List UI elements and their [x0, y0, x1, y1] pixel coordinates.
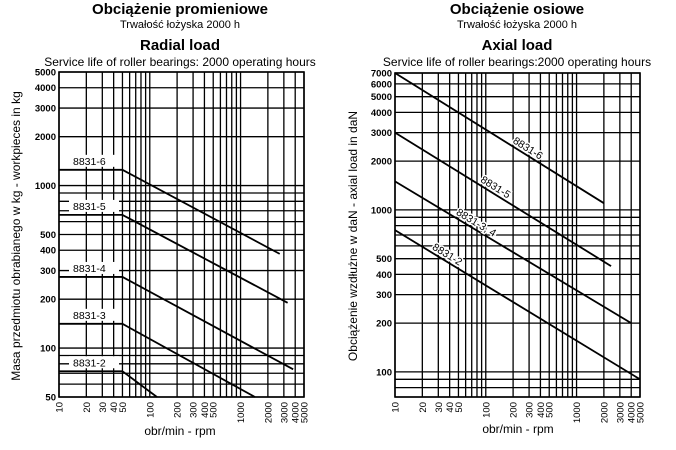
- label-background: [69, 308, 119, 321]
- x-tick-label: 200: [173, 402, 184, 418]
- x-tick-label: 3000: [615, 402, 626, 423]
- x-tick-label: 100: [481, 402, 492, 418]
- y-tick-label: 4000: [35, 83, 56, 94]
- series-line: [394, 131, 612, 267]
- x-tick-label: 5000: [300, 402, 311, 423]
- y-tick-label: 3000: [35, 104, 56, 115]
- x-tick-label: 40: [445, 402, 456, 413]
- series-label: 8831-2: [73, 357, 106, 369]
- y-tick-label: 1000: [35, 181, 56, 192]
- series-line: [59, 322, 256, 398]
- series-line: [59, 214, 289, 304]
- radial-load-chart-header: Obciążenie promieniowe Trwałość łożyska …: [9, 1, 316, 438]
- label-background: [69, 199, 119, 212]
- x-tick-label: 1000: [236, 402, 247, 423]
- series-label: 8831-5: [73, 201, 106, 213]
- y-tick-label: 7000: [371, 69, 392, 80]
- chart-title: Radial load: [140, 37, 220, 54]
- y-tick-label: 2000: [35, 132, 56, 143]
- y-tick-label: 4000: [371, 108, 392, 119]
- y-tick-label: 200: [40, 295, 56, 306]
- series-line: [394, 229, 641, 381]
- chart-title-pl: Obciążenie osiowe: [450, 1, 584, 18]
- grid: [58, 71, 305, 398]
- y-tick-label: 500: [40, 230, 56, 241]
- x-tick-label: 4000: [627, 402, 638, 423]
- x-tick-label: 400: [200, 402, 211, 418]
- y-tick-label: 5000: [371, 92, 392, 103]
- chart-subtitle: Service life of roller bearings:2000 ope…: [383, 55, 651, 69]
- y-tick-label: 3000: [371, 128, 392, 139]
- series-line: [59, 276, 294, 371]
- y-tick-label: 500: [376, 254, 392, 265]
- x-tick-label: 5000: [636, 402, 647, 423]
- series-8831-3: 8831-3: [59, 308, 256, 398]
- y-tick-label: 1000: [371, 205, 392, 216]
- x-tick-label: 400: [536, 402, 547, 418]
- x-tick-label: 50: [118, 402, 129, 413]
- label-background: [69, 154, 119, 167]
- x-tick-label: 3000: [279, 402, 290, 423]
- axial-load-plot: 1002003004005001000200030004000500060007…: [371, 69, 647, 424]
- x-axis-label: obr/min - rpm: [144, 424, 215, 438]
- x-tick-label: 30: [434, 402, 445, 413]
- label-background: [69, 261, 119, 274]
- series-label: 8831-6: [73, 156, 106, 168]
- y-tick-label: 100: [40, 344, 56, 355]
- x-tick-label: 500: [209, 402, 220, 418]
- x-tick-label: 20: [82, 402, 93, 413]
- chart-title-pl: Obciążenie promieniowe: [92, 1, 268, 18]
- y-tick-label: 5000: [35, 68, 56, 79]
- y-tick-label: 2000: [371, 157, 392, 168]
- x-axis-label: obr/min - rpm: [482, 422, 553, 436]
- y-tick-label: 50: [45, 393, 56, 404]
- x-tick-label: 10: [55, 402, 66, 413]
- grid: [394, 72, 641, 398]
- series-8831-2: 8831-2: [59, 356, 158, 398]
- plot-frame: [58, 71, 305, 398]
- x-tick-label: 10: [391, 402, 402, 413]
- series-8831-4: 8831-4: [59, 261, 294, 371]
- series-line: [59, 370, 158, 398]
- y-axis-label: Obciążenie wzdłużne w daN - axial load i…: [346, 111, 360, 361]
- y-tick-label: 300: [40, 266, 56, 277]
- x-tick-label: 20: [418, 402, 429, 413]
- y-tick-label: 200: [376, 319, 392, 330]
- chart-subtitle: Service life of roller bearings: 2000 op…: [44, 55, 316, 69]
- x-tick-label: 300: [525, 402, 536, 418]
- y-tick-label: 100: [376, 367, 392, 378]
- series-label: 8831-4: [73, 263, 106, 275]
- y-axis-label: Masa przedmiotu obrabianego w kg - workp…: [9, 91, 23, 380]
- x-tick-label: 2000: [599, 402, 610, 423]
- y-tick-label: 300: [376, 290, 392, 301]
- x-tick-label: 50: [454, 402, 465, 413]
- series-8831-6: 8831-6: [59, 154, 281, 255]
- y-tick-label: 400: [376, 270, 392, 281]
- x-tick-label: 4000: [291, 402, 302, 423]
- series-line: [394, 72, 605, 204]
- plot-frame: [394, 72, 641, 398]
- series-8831-5: 8831-5: [59, 199, 289, 304]
- x-tick-label: 40: [109, 402, 120, 413]
- chart-title: Axial load: [482, 37, 553, 54]
- chart-subtitle-pl: Trwałość łożyska 2000 h: [457, 19, 577, 31]
- x-tick-label: 1000: [572, 402, 583, 423]
- x-tick-label: 30: [98, 402, 109, 413]
- series-label: 8831-3: [73, 310, 106, 322]
- x-tick-label: 200: [509, 402, 520, 418]
- x-tick-label: 300: [189, 402, 200, 418]
- x-tick-label: 100: [145, 402, 156, 418]
- axial-load-chart-header: Obciążenie osiowe Trwałość łożyska 2000 …: [346, 1, 651, 436]
- chart-subtitle-pl: Trwałość łożyska 2000 h: [120, 19, 240, 31]
- y-tick-label: 400: [40, 246, 56, 257]
- label-background: [69, 356, 119, 369]
- series-line: [59, 168, 281, 255]
- y-tick-label: 6000: [371, 79, 392, 90]
- x-tick-label: 2000: [263, 402, 274, 423]
- x-tick-label: 500: [545, 402, 556, 418]
- series-line: [394, 180, 632, 324]
